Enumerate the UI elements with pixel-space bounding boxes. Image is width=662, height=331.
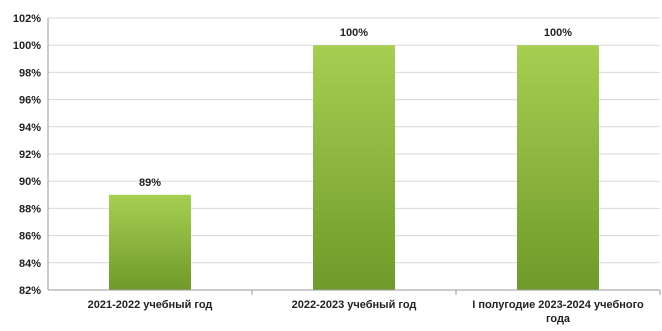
y-tick-label: 98% <box>19 67 41 79</box>
y-tick-label: 94% <box>19 122 41 134</box>
x-category-label: 2021-2022 учебный год <box>88 299 213 311</box>
y-tick-label: 100% <box>13 40 41 52</box>
y-tick-label: 88% <box>19 203 41 215</box>
y-tick-label: 96% <box>19 95 41 107</box>
y-tick-label: 86% <box>19 231 41 243</box>
x-category-label: 2022-2023 учебный год <box>292 299 417 311</box>
x-axis-category-labels: 2021-2022 учебный год 2022-2023 учебный г… <box>88 290 661 325</box>
y-tick-label: 92% <box>19 149 41 161</box>
y-tick-label: 102% <box>13 13 41 25</box>
x-category-label: I полугодие 2023-2024 учебного года <box>472 299 644 325</box>
y-tick-label: 90% <box>19 176 41 188</box>
y-tick-label: 84% <box>19 258 41 270</box>
bar <box>109 194 191 290</box>
data-labels: 89% 100% 100% <box>139 27 572 189</box>
bar <box>313 45 395 291</box>
data-label: 100% <box>340 27 368 39</box>
data-label: 100% <box>544 27 572 39</box>
data-label: 89% <box>139 177 161 189</box>
bar <box>517 45 599 291</box>
y-tick-label: 82% <box>19 285 41 297</box>
bars <box>109 45 599 291</box>
y-axis-tick-labels: 82% 84% 86% 88% 90% 92% 94% 96% 98% 100% 102% <box>13 13 41 297</box>
